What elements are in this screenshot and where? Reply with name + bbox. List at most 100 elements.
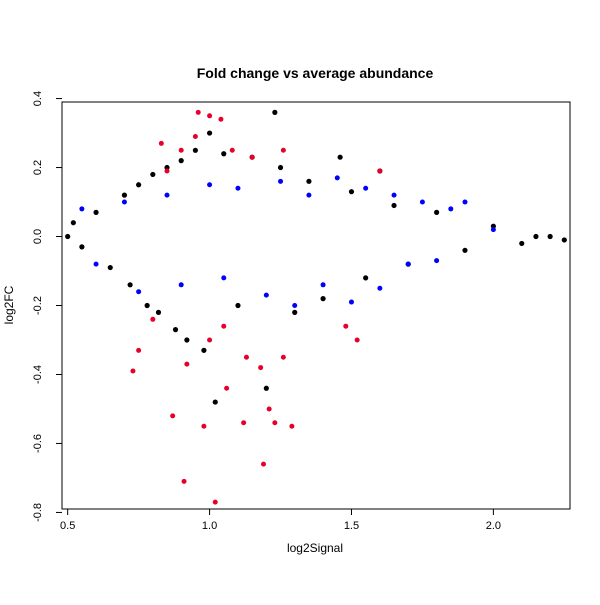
data-point <box>561 237 567 243</box>
data-point <box>320 296 326 302</box>
data-point <box>155 309 162 315</box>
data-point <box>490 227 496 233</box>
data-point <box>136 182 142 188</box>
data-point <box>363 185 369 191</box>
data-point <box>272 109 278 115</box>
data-point <box>292 309 298 315</box>
data-point <box>266 406 272 412</box>
x-tick-label: 1.5 <box>344 520 359 532</box>
data-point <box>127 282 133 288</box>
data-point <box>292 303 298 308</box>
data-point <box>261 461 266 467</box>
data-point <box>235 185 241 191</box>
data-point <box>184 337 190 343</box>
points-layer <box>65 109 567 505</box>
y-tick-label: 0.2 <box>32 160 44 175</box>
data-point <box>272 420 278 426</box>
data-point <box>278 178 284 184</box>
data-point <box>241 420 247 426</box>
data-point <box>221 323 227 329</box>
data-point <box>343 323 349 329</box>
data-point <box>391 202 397 209</box>
data-point <box>391 192 397 198</box>
data-point <box>258 365 264 371</box>
data-point <box>136 289 142 295</box>
data-point <box>354 337 360 343</box>
data-point <box>201 423 207 429</box>
data-point <box>218 116 224 122</box>
data-point <box>170 413 176 419</box>
data-point <box>533 233 539 240</box>
data-point <box>192 133 198 139</box>
data-point <box>178 282 184 288</box>
y-tick-label: -0.2 <box>32 296 44 315</box>
x-tick-label: 1.0 <box>202 520 217 532</box>
y-tick-label: -0.8 <box>32 503 44 522</box>
data-point <box>178 158 184 164</box>
data-point <box>243 354 249 360</box>
data-point <box>434 209 440 215</box>
x-axis-label: log2Signal <box>287 541 343 555</box>
data-point <box>79 206 85 212</box>
data-point <box>235 302 241 309</box>
data-point <box>462 199 468 205</box>
data-point <box>130 368 136 374</box>
data-point <box>306 192 312 198</box>
data-point <box>107 264 113 271</box>
data-point <box>462 247 468 253</box>
data-point <box>377 285 383 291</box>
data-point <box>79 244 85 250</box>
data-point <box>93 261 99 267</box>
data-point <box>70 220 76 226</box>
data-point <box>212 499 218 505</box>
data-point <box>181 478 187 484</box>
data-point <box>320 282 326 288</box>
data-point <box>207 337 213 343</box>
data-point <box>93 209 99 215</box>
data-point <box>224 385 230 391</box>
data-point <box>263 385 269 391</box>
data-point <box>212 399 218 405</box>
data-point <box>221 275 227 281</box>
data-point <box>277 164 284 171</box>
data-point <box>221 151 227 157</box>
data-point <box>136 347 142 353</box>
y-tick-label: 0.4 <box>32 91 44 106</box>
data-point <box>490 223 496 229</box>
data-point <box>289 423 295 429</box>
data-point <box>334 175 340 181</box>
chart-title: Fold change vs average abundance <box>197 65 434 81</box>
data-point <box>363 275 369 281</box>
data-point <box>65 233 71 240</box>
data-point <box>121 199 127 205</box>
data-point <box>207 182 213 188</box>
data-point <box>164 192 170 198</box>
data-point <box>150 316 156 322</box>
data-point <box>184 361 190 367</box>
data-point <box>207 113 213 119</box>
data-point <box>280 354 286 360</box>
data-point <box>201 347 207 353</box>
data-point <box>164 168 170 174</box>
data-point <box>229 147 235 153</box>
y-tick-label: -0.6 <box>32 434 44 453</box>
y-tick-label: -0.4 <box>32 365 44 384</box>
data-point <box>405 261 411 267</box>
data-point <box>164 164 170 171</box>
data-point <box>249 154 255 160</box>
data-point <box>192 147 198 153</box>
data-point <box>547 233 553 240</box>
data-point <box>280 147 286 153</box>
data-point <box>121 192 128 198</box>
data-point <box>419 199 425 205</box>
data-point <box>434 258 440 264</box>
x-axis: 0.5 1.0 1.5 2.0 <box>60 508 501 532</box>
data-point <box>172 327 179 333</box>
x-tick-label: 2.0 <box>486 520 501 532</box>
data-point <box>195 109 201 115</box>
data-point <box>348 299 354 305</box>
y-axis-label: log2FC <box>2 285 16 324</box>
data-point <box>337 154 343 160</box>
